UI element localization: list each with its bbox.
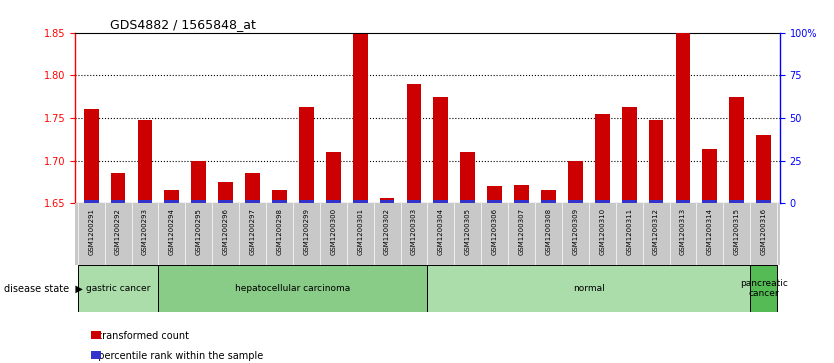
Bar: [595, 114, 610, 203]
Bar: [595, 200, 610, 203]
Text: GSM1200305: GSM1200305: [465, 208, 470, 255]
Bar: [379, 200, 394, 203]
Bar: [460, 152, 475, 203]
Text: GSM1200304: GSM1200304: [438, 208, 444, 255]
Text: percentile rank within the sample: percentile rank within the sample: [92, 351, 263, 361]
Text: GSM1200316: GSM1200316: [761, 208, 766, 255]
Bar: [245, 200, 260, 203]
Bar: [568, 161, 583, 203]
Bar: [111, 200, 125, 203]
Bar: [272, 191, 287, 203]
Bar: [138, 200, 153, 203]
Text: disease state  ▶: disease state ▶: [4, 284, 83, 294]
Bar: [158, 265, 427, 312]
Bar: [622, 107, 636, 203]
Bar: [541, 200, 556, 203]
Text: GSM1200303: GSM1200303: [411, 208, 417, 255]
Text: GSM1200294: GSM1200294: [169, 208, 175, 255]
Text: GSM1200301: GSM1200301: [357, 208, 363, 255]
Text: GSM1200308: GSM1200308: [545, 208, 551, 255]
Bar: [756, 135, 771, 203]
Text: GSM1200291: GSM1200291: [88, 208, 94, 255]
Text: GSM1200298: GSM1200298: [277, 208, 283, 255]
Bar: [299, 107, 314, 203]
Text: GSM1200292: GSM1200292: [115, 208, 121, 255]
Bar: [515, 200, 529, 203]
Bar: [245, 174, 260, 203]
Bar: [702, 200, 717, 203]
Bar: [191, 161, 206, 203]
Bar: [326, 152, 340, 203]
Bar: [427, 265, 751, 312]
Bar: [219, 200, 233, 203]
Text: GSM1200309: GSM1200309: [572, 208, 578, 255]
Bar: [702, 149, 717, 203]
Bar: [568, 200, 583, 203]
Text: GSM1200293: GSM1200293: [142, 208, 148, 255]
Bar: [111, 174, 125, 203]
Text: GSM1200297: GSM1200297: [249, 208, 255, 255]
Bar: [272, 200, 287, 203]
Bar: [353, 200, 368, 203]
Bar: [730, 97, 744, 203]
Text: GSM1200315: GSM1200315: [734, 208, 740, 255]
Bar: [138, 120, 153, 203]
Text: pancreatic
cancer: pancreatic cancer: [740, 279, 787, 298]
Text: gastric cancer: gastric cancer: [86, 284, 150, 293]
Text: GSM1200314: GSM1200314: [707, 208, 713, 255]
Bar: [622, 200, 636, 203]
Bar: [83, 200, 98, 203]
Bar: [434, 200, 448, 203]
Text: GSM1200311: GSM1200311: [626, 208, 632, 255]
Text: normal: normal: [573, 284, 605, 293]
Bar: [541, 191, 556, 203]
Text: GSM1200299: GSM1200299: [304, 208, 309, 255]
Text: GSM1200307: GSM1200307: [519, 208, 525, 255]
Bar: [460, 200, 475, 203]
Bar: [756, 200, 771, 203]
Bar: [407, 200, 421, 203]
Text: GSM1200312: GSM1200312: [653, 208, 659, 255]
Text: hepatocellular carcinoma: hepatocellular carcinoma: [235, 284, 350, 293]
Bar: [353, 34, 368, 203]
Bar: [379, 198, 394, 203]
Bar: [326, 200, 340, 203]
Bar: [219, 182, 233, 203]
Bar: [164, 191, 179, 203]
Text: GSM1200302: GSM1200302: [384, 208, 390, 255]
Text: GSM1200310: GSM1200310: [600, 208, 605, 255]
Bar: [487, 200, 502, 203]
Text: GSM1200306: GSM1200306: [492, 208, 498, 255]
Bar: [434, 97, 448, 203]
Bar: [730, 200, 744, 203]
Text: GDS4882 / 1565848_at: GDS4882 / 1565848_at: [110, 19, 256, 32]
Text: GSM1200295: GSM1200295: [196, 208, 202, 255]
Bar: [676, 3, 691, 203]
Text: GSM1200300: GSM1200300: [330, 208, 336, 255]
Bar: [676, 200, 691, 203]
Text: transformed count: transformed count: [92, 331, 188, 341]
Bar: [164, 200, 179, 203]
Bar: [83, 110, 98, 203]
Bar: [299, 200, 314, 203]
Bar: [78, 265, 158, 312]
Bar: [751, 265, 777, 312]
Bar: [191, 200, 206, 203]
Bar: [649, 200, 664, 203]
Bar: [649, 120, 664, 203]
Bar: [515, 184, 529, 203]
Bar: [407, 84, 421, 203]
Text: GSM1200313: GSM1200313: [680, 208, 686, 255]
Text: GSM1200296: GSM1200296: [223, 208, 229, 255]
Bar: [487, 186, 502, 203]
